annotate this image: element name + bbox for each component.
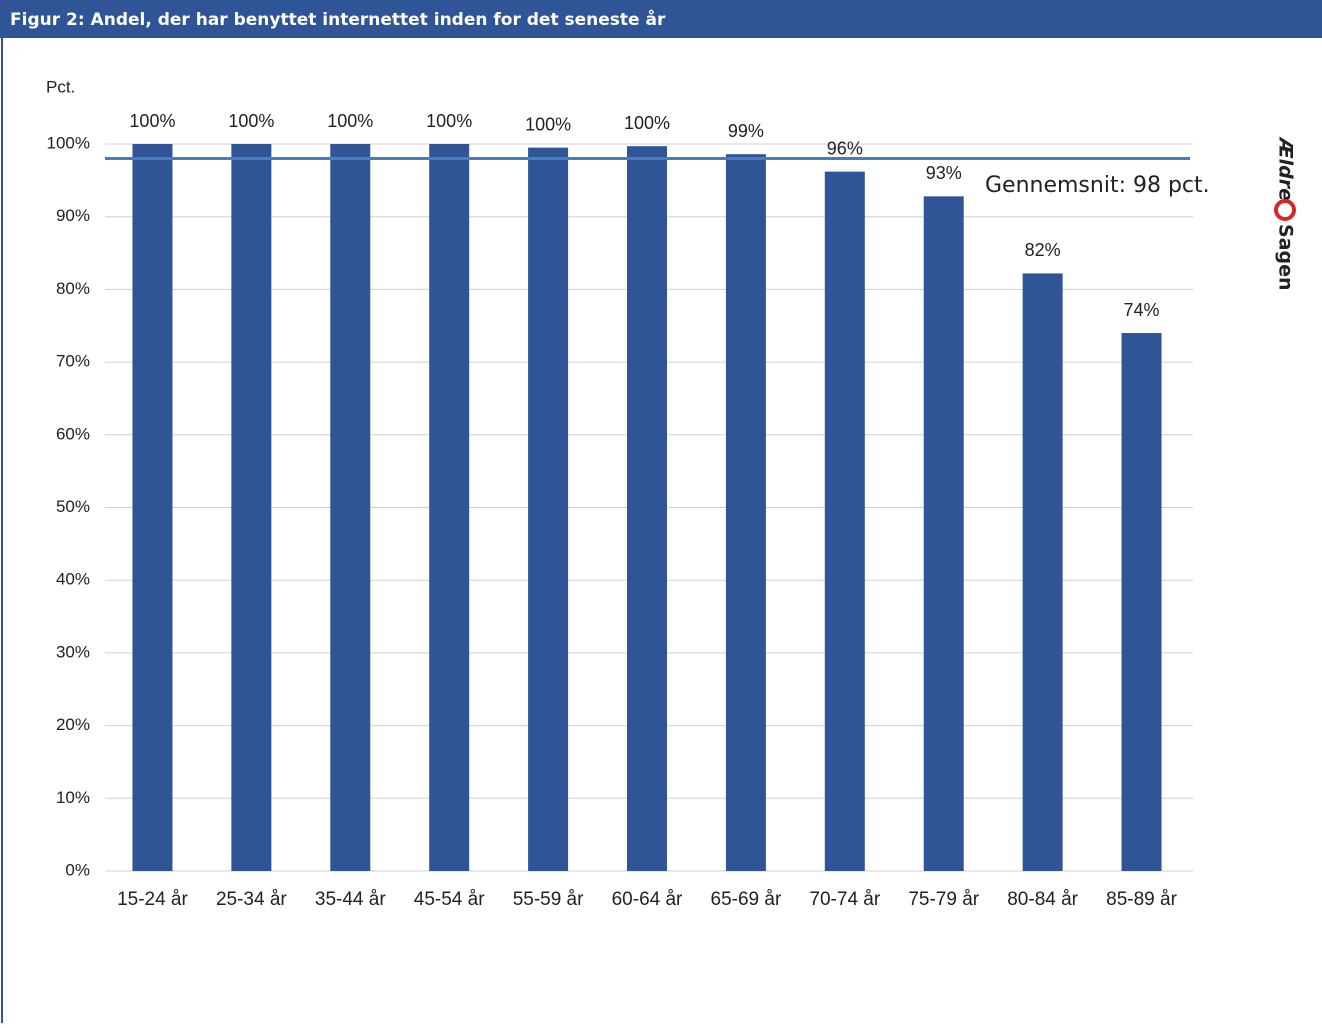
y-tick-label: 90%: [56, 206, 90, 225]
bar: [429, 144, 470, 871]
y-tick-label: 20%: [56, 715, 90, 734]
logo-text: Sagen: [1275, 224, 1297, 291]
value-label: 82%: [1025, 240, 1061, 260]
bar: [1022, 273, 1063, 871]
bar: [725, 154, 766, 872]
y-tick-label: 0%: [65, 860, 90, 879]
x-tick-label: 75-79 år: [908, 889, 979, 910]
logo: Ældre Sagen: [1274, 136, 1297, 291]
x-tick-label: 60-64 år: [612, 889, 683, 910]
value-label: 100%: [426, 111, 472, 131]
value-label: 93%: [926, 163, 962, 183]
bar: [824, 171, 865, 872]
value-label: 99%: [728, 121, 764, 141]
value-label: 100%: [624, 113, 670, 133]
bar: [923, 196, 964, 871]
y-tick-label: 50%: [56, 497, 90, 516]
bar: [330, 144, 371, 871]
x-tick-label: 80-84 år: [1007, 889, 1078, 910]
bar: [528, 147, 569, 871]
x-tick-label: 55-59 år: [513, 889, 584, 910]
value-label: 74%: [1124, 300, 1160, 320]
logo-text: Ældre: [1275, 136, 1297, 201]
y-tick-label: 60%: [56, 424, 90, 443]
value-label: 100%: [327, 111, 373, 131]
y-tick-label: 10%: [56, 788, 90, 807]
x-tick-label: 70-74 år: [809, 889, 880, 910]
x-tick-label: 85-89 år: [1106, 889, 1177, 910]
x-tick-label: 25-34 år: [216, 889, 287, 910]
y-tick-label: 30%: [56, 642, 90, 661]
value-label: 100%: [228, 111, 274, 131]
x-tick-label: 65-69 år: [711, 889, 782, 910]
x-tick-label: 15-24 år: [117, 889, 188, 910]
y-tick-label: 40%: [56, 570, 90, 589]
bar: [231, 144, 272, 871]
header-title: Figur 2: Andel, der har benyttet interne…: [10, 8, 666, 30]
value-label: 100%: [525, 114, 571, 134]
value-label: 96%: [827, 138, 863, 158]
y-tick-label: 100%: [47, 133, 90, 152]
bar: [132, 144, 173, 871]
bar: [627, 146, 667, 871]
y-tick-label: 80%: [56, 279, 90, 298]
y-tick-label: 70%: [56, 352, 90, 371]
x-tick-label: 35-44 år: [315, 889, 386, 910]
header-bar: [0, 0, 1322, 38]
average-label: Gennemsnit: 98 pct.: [985, 173, 1210, 198]
y-axis-label: Pct.: [46, 77, 75, 96]
logo-icon: [1274, 199, 1296, 221]
bar: [1121, 333, 1162, 871]
value-label: 100%: [129, 111, 175, 131]
x-tick-label: 45-54 år: [414, 889, 485, 910]
